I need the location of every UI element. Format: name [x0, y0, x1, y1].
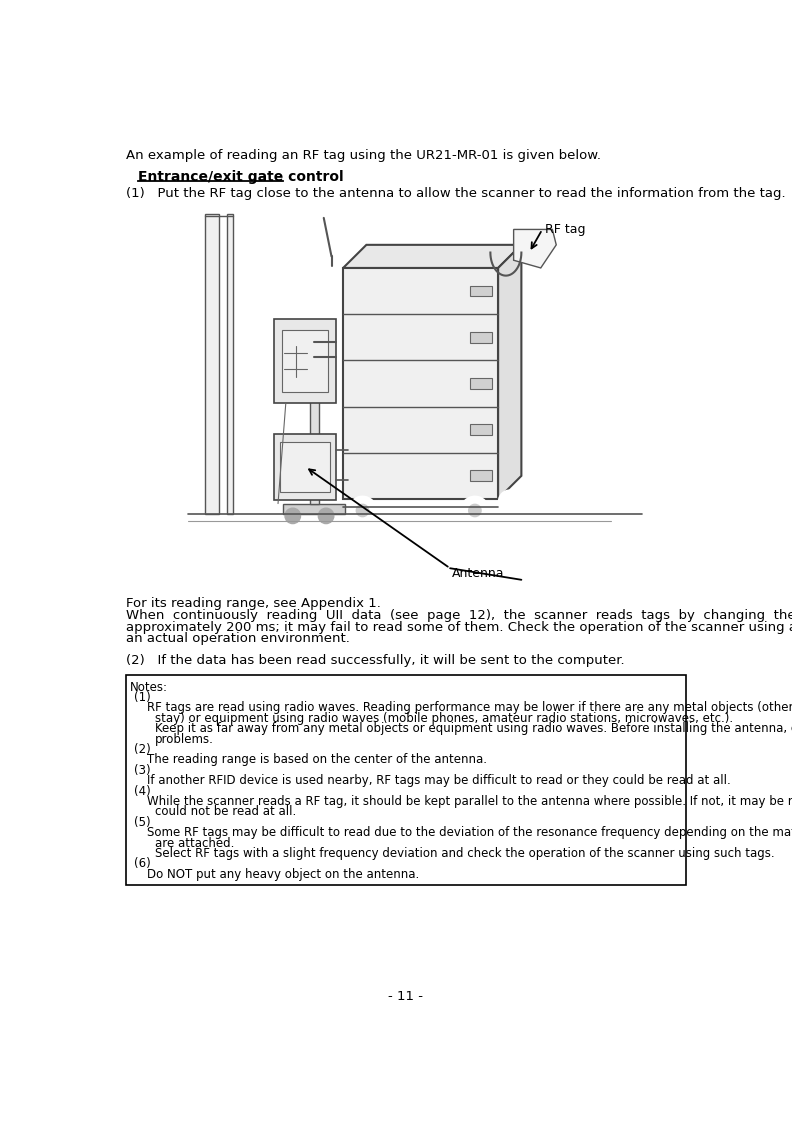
Bar [470, 378, 492, 388]
Text: Some RF tags may be difficult to read due to the deviation of the resonance freq: Some RF tags may be difficult to read du… [147, 826, 792, 839]
Bar [470, 471, 492, 481]
Text: RF tags are read using radio waves. Reading performance may be lower if there ar: RF tags are read using radio waves. Read… [147, 701, 792, 715]
Circle shape [499, 490, 520, 512]
Text: (1): (1) [134, 691, 150, 705]
Text: An example of reading an RF tag using the UR21-MR-01 is given below.: An example of reading an RF tag using th… [126, 148, 601, 161]
Circle shape [285, 508, 300, 523]
Bar [343, 268, 498, 499]
Bar [282, 330, 329, 392]
Text: problems.: problems. [154, 733, 214, 746]
Text: are attached.: are attached. [154, 837, 234, 850]
Bar [274, 319, 336, 403]
Polygon shape [514, 230, 556, 268]
Text: Keep it as far away from any metal objects or equipment using radio waves. Befor: Keep it as far away from any metal objec… [154, 722, 792, 735]
Text: approximately 200 ms; it may fail to read some of them. Check the operation of t: approximately 200 ms; it may fail to rea… [126, 620, 792, 634]
Text: stay) or equipment using radio waves (mobile phones, amateur radio stations, mic: stay) or equipment using radio waves (mo… [154, 711, 733, 725]
Text: (1)   Put the RF tag close to the antenna to allow the scanner to read the infor: (1) Put the RF tag close to the antenna … [126, 187, 786, 200]
Text: While the scanner reads a RF tag, it should be kept parallel to the antenna wher: While the scanner reads a RF tag, it sho… [147, 795, 792, 809]
Circle shape [469, 505, 481, 516]
Text: could not be read at all.: could not be read at all. [154, 805, 296, 819]
Text: (5): (5) [134, 815, 150, 829]
Bar [227, 214, 233, 514]
Text: Do NOT put any heavy object on the antenna.: Do NOT put any heavy object on the anten… [147, 868, 419, 880]
Circle shape [348, 497, 376, 524]
Polygon shape [343, 244, 521, 268]
Text: (4): (4) [134, 785, 150, 797]
Text: (3): (3) [134, 764, 150, 777]
Circle shape [318, 508, 333, 523]
Text: If another RFID device is used nearby, RF tags may be difficult to read or they : If another RFID device is used nearby, R… [147, 774, 731, 787]
Circle shape [356, 505, 369, 516]
Text: Select RF tags with a slight frequency deviation and check the operation of the : Select RF tags with a slight frequency d… [154, 847, 775, 860]
Text: For its reading range, see Appendix 1.: For its reading range, see Appendix 1. [126, 597, 381, 611]
Text: The reading range is based on the center of the antenna.: The reading range is based on the center… [147, 754, 487, 766]
Bar [470, 424, 492, 435]
Bar [470, 332, 492, 343]
Text: (6): (6) [134, 858, 150, 870]
Text: Antenna: Antenna [451, 566, 505, 580]
Text: (2)   If the data has been read successfully, it will be sent to the computer.: (2) If the data has been read successful… [126, 654, 625, 667]
Text: an actual operation environment.: an actual operation environment. [126, 633, 350, 645]
Bar [126, 675, 686, 885]
Bar [284, 504, 345, 514]
Bar [274, 434, 336, 500]
Bar [470, 286, 492, 297]
Bar [280, 442, 330, 492]
Circle shape [461, 497, 489, 524]
Polygon shape [498, 244, 521, 499]
Text: Entrance/exit gate control: Entrance/exit gate control [138, 170, 344, 184]
Text: - 11 -: - 11 - [388, 990, 424, 1003]
Bar [205, 214, 219, 514]
Bar [310, 335, 319, 504]
Text: (2): (2) [134, 743, 150, 756]
Text: RF tag: RF tag [545, 224, 585, 236]
Text: Notes:: Notes: [130, 681, 168, 693]
Text: When  continuously  reading  UII  data  (see  page  12),  the  scanner  reads  t: When continuously reading UII data (see … [126, 609, 792, 622]
